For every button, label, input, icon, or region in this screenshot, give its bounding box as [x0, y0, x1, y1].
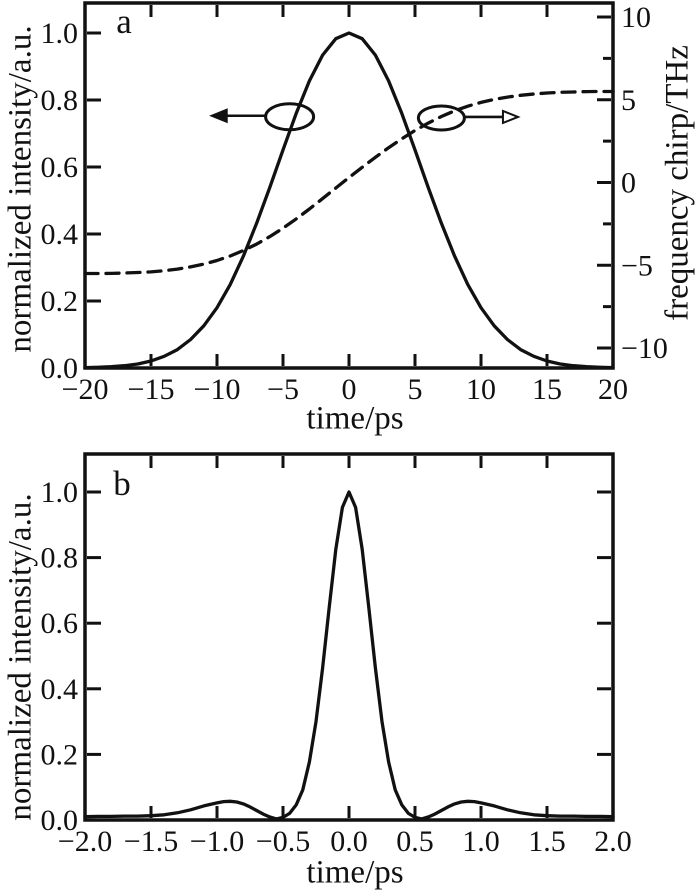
- panel-a-yright-tick-label: 0: [621, 167, 636, 200]
- panel-a-yright-tick-label: 5: [621, 84, 636, 117]
- panel-b-yleft-tick-label: 0.4: [41, 673, 79, 706]
- panel-b-yleft-tick-label: 1.0: [41, 476, 79, 509]
- panel-a-yleft-tick-label: 0.2: [41, 285, 79, 318]
- panel-a-x-tick-label: −15: [128, 373, 175, 406]
- panel-b-frame: [83, 452, 615, 822]
- panel-b-ylabel-left: normalized intensity/a.u.: [2, 493, 39, 821]
- panel-a-ylabel-right: frequency chirp/THz: [659, 45, 696, 321]
- panel-b-letter: b: [113, 464, 131, 503]
- panel-a-yleft-tick-label: 1.0: [41, 17, 79, 50]
- panel-a-x-tick-label: −20: [62, 373, 109, 406]
- panel-b-xlabel: time/ps: [306, 854, 404, 891]
- panel-b-yleft-tick-label: 0.0: [41, 804, 79, 837]
- right-arrowhead-icon: [501, 109, 521, 125]
- panel-b-x-tick-label: −2.0: [58, 825, 112, 858]
- intensity-curve-b: [83, 490, 615, 821]
- panel-b-x-tick-label: 0.0: [330, 825, 368, 858]
- panel-b-x-tick-label: 1.0: [462, 825, 500, 858]
- panel-a-yleft-tick-label: 0.8: [41, 84, 79, 117]
- panel-b-yleft-tick-label: 0.6: [41, 607, 79, 640]
- panel-a-xlabel: time/ps: [306, 400, 404, 437]
- panel-a-x-tick-label: −5: [267, 373, 299, 406]
- panel-b-x-tick-label: 0.5: [396, 825, 434, 858]
- chirp-ellipse-marker: [416, 104, 466, 132]
- panel-a-ylabel-left: normalized intensity/a.u.: [2, 25, 39, 353]
- panel-b-x-tick-label: −0.5: [256, 825, 310, 858]
- panel-b-x-tick-label: −1.5: [124, 825, 178, 858]
- panel-b-yleft-tick-label: 0.2: [41, 738, 79, 771]
- panel-a-yright-tick-label: −5: [621, 249, 653, 282]
- panel-b-yleft-tick-label: 0.8: [41, 542, 79, 575]
- panel-a-yright-tick-label: −10: [621, 332, 668, 365]
- intensity-curve-a: [83, 31, 615, 370]
- panel-a-x-tick-label: 0: [342, 373, 357, 406]
- panel-a-yleft-tick-label: 0.4: [41, 218, 79, 251]
- panel-a-yleft-tick-label: 0.0: [41, 352, 79, 385]
- left-arrowhead-icon: [209, 108, 228, 124]
- panel-a-yright-tick-label: 10: [621, 1, 651, 34]
- panel-a-x-tick-label: 15: [532, 373, 562, 406]
- panel-a-letter: a: [116, 2, 132, 41]
- chirp-curve-a: [83, 89, 615, 276]
- panel-a-yleft-tick-label: 0.6: [41, 151, 79, 184]
- panel-a-x-tick-label: −10: [194, 373, 241, 406]
- panel-b-x-tick-label: 1.5: [528, 825, 566, 858]
- panel-a-x-tick-label: 5: [408, 373, 423, 406]
- panel-b-x-tick-label: 2.0: [594, 825, 632, 858]
- panel-b-x-tick-label: −1.0: [190, 825, 244, 858]
- panel-a-x-tick-label: 10: [466, 373, 496, 406]
- intensity-ellipse-marker: [264, 102, 316, 132]
- panel-a-x-tick-label: 20: [598, 373, 628, 406]
- panel-a-frame: [83, 1, 615, 370]
